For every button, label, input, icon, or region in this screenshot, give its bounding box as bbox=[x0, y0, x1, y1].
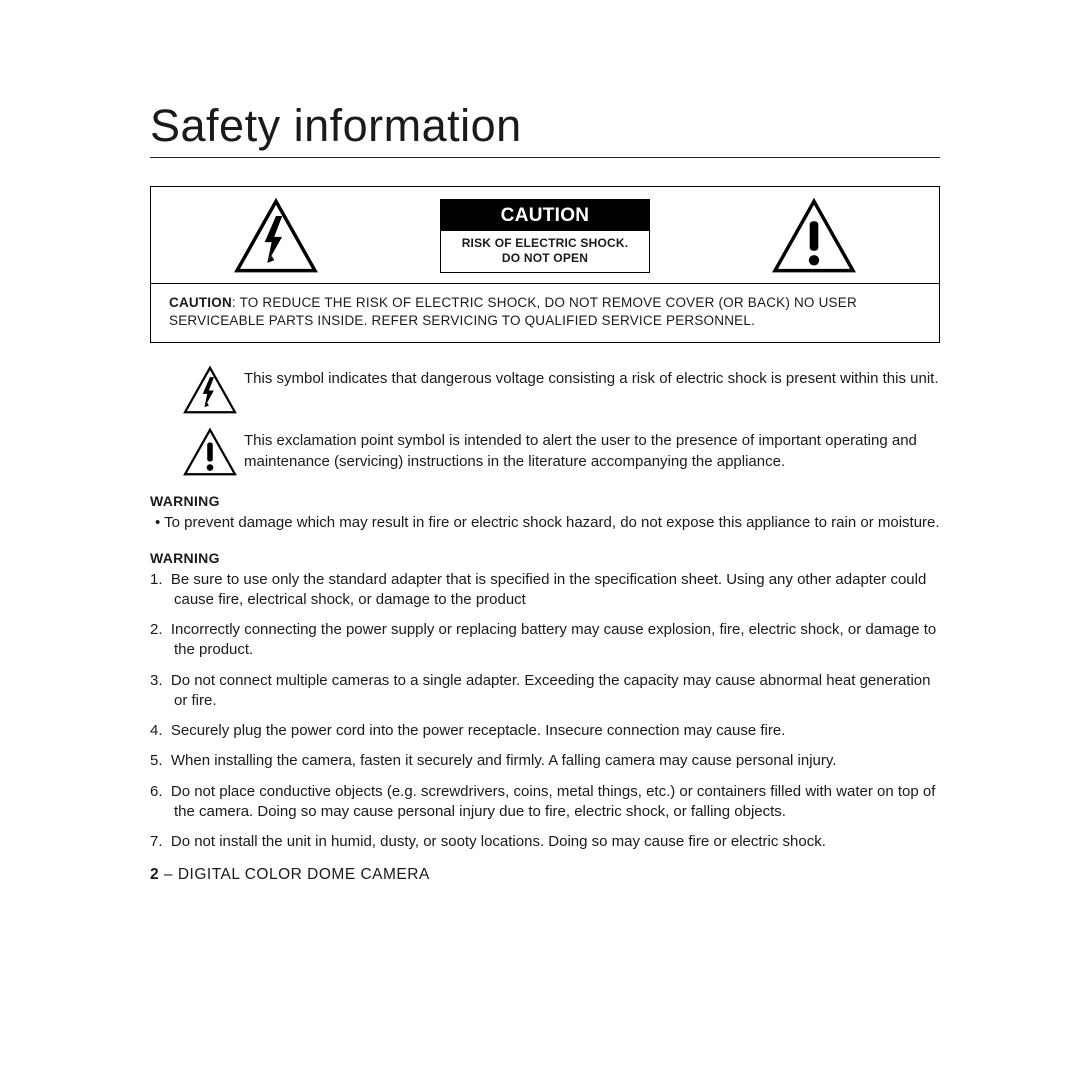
caution-label: CAUTION bbox=[441, 200, 649, 231]
exclamation-triangle-icon bbox=[175, 427, 245, 477]
list-item: When installing the camera, fasten it se… bbox=[150, 751, 940, 771]
list-item: Incorrectly connecting the power supply … bbox=[150, 620, 940, 661]
caution-label-box: CAUTION RISK OF ELECTRIC SHOCK. DO NOT O… bbox=[440, 199, 650, 273]
list-item: Be sure to use only the standard adapter… bbox=[150, 570, 940, 611]
symbol-legend: This symbol indicates that dangerous vol… bbox=[150, 365, 940, 477]
caution-sub-line1: RISK OF ELECTRIC SHOCK. bbox=[462, 236, 629, 250]
caution-top-row: CAUTION RISK OF ELECTRIC SHOCK. DO NOT O… bbox=[151, 187, 939, 283]
caution-text: : TO REDUCE THE RISK OF ELECTRIC SHOCK, … bbox=[169, 295, 857, 328]
list-item: Do not install the unit in humid, dusty,… bbox=[150, 832, 940, 852]
legend-excl-iconwrap bbox=[150, 427, 220, 477]
page: Safety information CAUTION RISK OF ELECT… bbox=[0, 0, 1080, 1080]
electric-shock-triangle-icon bbox=[175, 365, 245, 415]
list-item: Securely plug the power cord into the po… bbox=[150, 721, 940, 741]
page-number: 2 bbox=[150, 866, 159, 883]
list-item: Do not place conductive objects (e.g. sc… bbox=[150, 782, 940, 823]
legend-row-bolt: This symbol indicates that dangerous vol… bbox=[150, 365, 940, 415]
warning1-label: WARNING bbox=[150, 493, 940, 509]
caution-lead: CAUTION bbox=[169, 295, 232, 310]
footer-sep: – bbox=[159, 866, 178, 883]
electric-shock-triangle-icon bbox=[221, 197, 331, 275]
warning2-list: Be sure to use only the standard adapter… bbox=[150, 570, 940, 853]
legend-bolt-iconwrap bbox=[150, 365, 220, 415]
caution-sub-line2: DO NOT OPEN bbox=[502, 251, 588, 265]
legend-excl-text: This exclamation point symbol is intende… bbox=[244, 427, 940, 472]
footer-product: DIGITAL COLOR DOME CAMERA bbox=[178, 866, 430, 883]
list-item: Do not connect multiple cameras to a sin… bbox=[150, 671, 940, 712]
caution-panel: CAUTION RISK OF ELECTRIC SHOCK. DO NOT O… bbox=[150, 186, 940, 343]
legend-bolt-text: This symbol indicates that dangerous vol… bbox=[244, 365, 940, 389]
exclamation-triangle-icon bbox=[759, 197, 869, 275]
warning1-text: To prevent damage which may result in fi… bbox=[164, 514, 939, 531]
caution-sub: RISK OF ELECTRIC SHOCK. DO NOT OPEN bbox=[441, 231, 649, 272]
warning2-label: WARNING bbox=[150, 550, 940, 566]
warning1-item: • To prevent damage which may result in … bbox=[150, 513, 940, 533]
page-title: Safety information bbox=[150, 100, 940, 158]
caution-body: CAUTION: TO REDUCE THE RISK OF ELECTRIC … bbox=[151, 284, 939, 342]
legend-row-excl: This exclamation point symbol is intende… bbox=[150, 427, 940, 477]
footer: 2 – DIGITAL COLOR DOME CAMERA bbox=[150, 866, 940, 884]
